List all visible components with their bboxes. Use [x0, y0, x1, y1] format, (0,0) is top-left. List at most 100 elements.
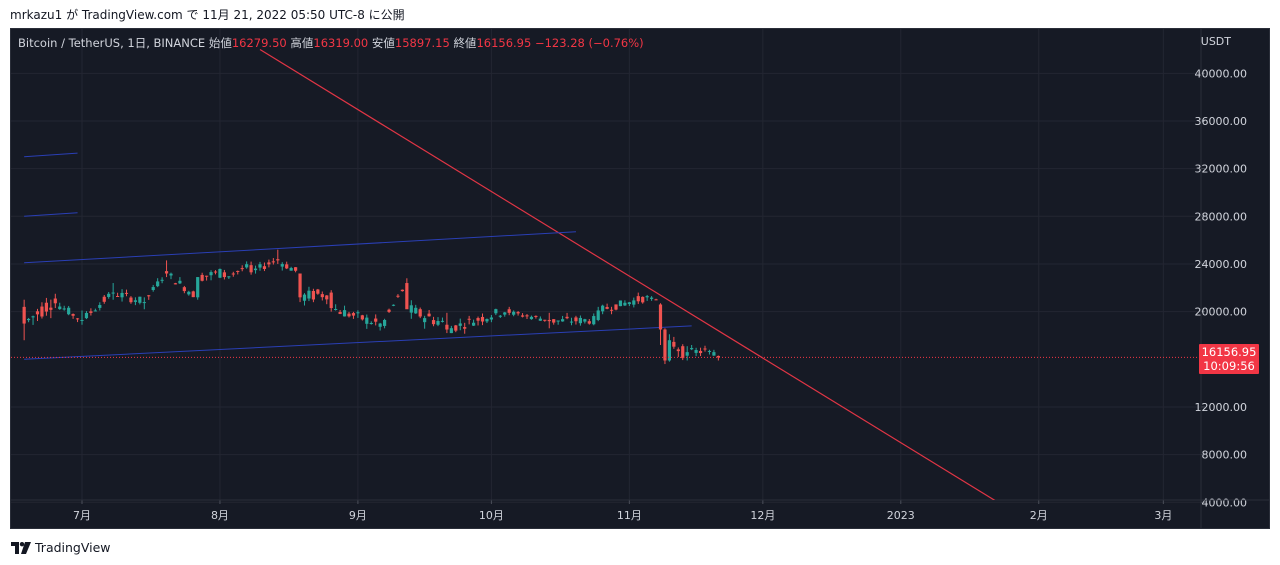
candle-body [329, 292, 333, 309]
candle-body [627, 302, 631, 305]
candle-body [365, 317, 369, 324]
candle-body [347, 313, 351, 317]
candle-body [209, 272, 213, 276]
candle-body [698, 350, 703, 354]
candle-body [534, 315, 538, 317]
time-tick-label: 2023 [887, 509, 915, 522]
candle-body [396, 295, 400, 297]
candle-body [316, 289, 320, 294]
candle-body [480, 316, 485, 322]
candle-body [325, 295, 329, 300]
candle-body [218, 268, 222, 278]
candle-body [22, 306, 26, 324]
candle-body [467, 318, 471, 320]
time-tick-label: 12月 [750, 509, 775, 522]
candle-body [40, 306, 44, 317]
candle-body [200, 274, 204, 281]
candle-body [405, 283, 409, 310]
candle-body [164, 271, 169, 274]
candle-body [102, 296, 106, 302]
chart-panel[interactable]: 40000.00 36000.00 32000.00 28000.00 24000.00… [10, 28, 1270, 529]
candle-body [565, 316, 569, 319]
candle-body [342, 310, 347, 317]
candle-body [605, 306, 609, 309]
price-tick-label: 24000.00 [1195, 258, 1248, 271]
candle-body [187, 291, 191, 295]
candle-body [458, 323, 462, 326]
candle-body [423, 318, 427, 323]
candle-body [449, 328, 453, 334]
candle-body [98, 305, 102, 308]
candle-body [360, 315, 364, 320]
blue-trendline [24, 325, 692, 360]
candle-body [538, 318, 542, 321]
candle-body [547, 319, 551, 322]
current-price-value: 16156.95 [1201, 345, 1257, 359]
candle-body [62, 308, 66, 310]
candle-body [133, 300, 137, 302]
time-tick-label: 2月 [1030, 509, 1048, 522]
candle-body [182, 287, 186, 292]
blue-trendline [24, 152, 78, 158]
candle-body [601, 305, 605, 312]
footer-brand[interactable]: TradingView [11, 540, 111, 555]
candle-body [454, 325, 458, 331]
legend-open-label: 始値 [208, 36, 232, 50]
candle-body [690, 348, 694, 350]
candle-body [93, 310, 97, 312]
legend-high-value: 16319.00 [313, 36, 369, 50]
red-trendline [259, 48, 996, 500]
candle-body [205, 275, 209, 277]
candle-body [245, 264, 249, 268]
candle-body [707, 350, 712, 352]
time-tick-label: 7月 [73, 509, 91, 522]
candle-body [53, 298, 57, 304]
legend-symbol[interactable]: Bitcoin / TetherUS, 1日, BINANCE [18, 36, 206, 50]
candle-body [650, 297, 654, 299]
candle-body [302, 294, 307, 301]
candle-body [431, 320, 436, 325]
time-tick-label: 3月 [1154, 509, 1172, 522]
price-tick-label: 28000.00 [1195, 210, 1248, 223]
candle-body [67, 307, 71, 315]
blue-trendline [24, 231, 576, 264]
candle-body [240, 268, 244, 270]
candle-body [84, 312, 89, 319]
candle-body [351, 313, 356, 316]
legend-open-value: 16279.50 [231, 36, 287, 50]
candle-body [427, 313, 431, 317]
price-tick-label: 40000.00 [1195, 67, 1248, 80]
tradingview-logo-icon [11, 541, 31, 554]
candle-body [75, 318, 80, 320]
candle-body [440, 320, 445, 322]
candle-body [173, 283, 178, 285]
candle-body [89, 311, 93, 313]
candle-body [703, 348, 707, 350]
candle-body [663, 329, 667, 361]
candle-body [596, 310, 600, 320]
price-tick-label: 4000.00 [1202, 496, 1248, 509]
legend-high-label: 高値 [290, 36, 314, 50]
candle-body [667, 340, 671, 361]
candle-body [632, 300, 636, 305]
candle-body [160, 279, 164, 281]
time-tick-label: 8月 [211, 509, 229, 522]
candle-body [107, 293, 111, 297]
chart-canvas[interactable]: 40000.00 36000.00 32000.00 28000.00 24000.00… [11, 29, 1269, 528]
candle-body [338, 312, 342, 314]
candle-body [222, 272, 226, 278]
candle-body [142, 302, 146, 304]
candle-body [529, 316, 534, 320]
time-tick-label: 10月 [479, 509, 504, 522]
candle-body [378, 323, 382, 327]
candle-body [285, 264, 289, 269]
candle-body [618, 300, 623, 307]
candle-body [129, 297, 133, 303]
price-tick-label: 8000.00 [1202, 449, 1248, 462]
bar-countdown: 10:09:56 [1203, 359, 1255, 373]
candle-body [476, 318, 480, 321]
price-tick-label: 20000.00 [1195, 306, 1248, 319]
candle-body [645, 296, 649, 298]
candle-body [253, 268, 258, 271]
candle-body [116, 296, 120, 298]
